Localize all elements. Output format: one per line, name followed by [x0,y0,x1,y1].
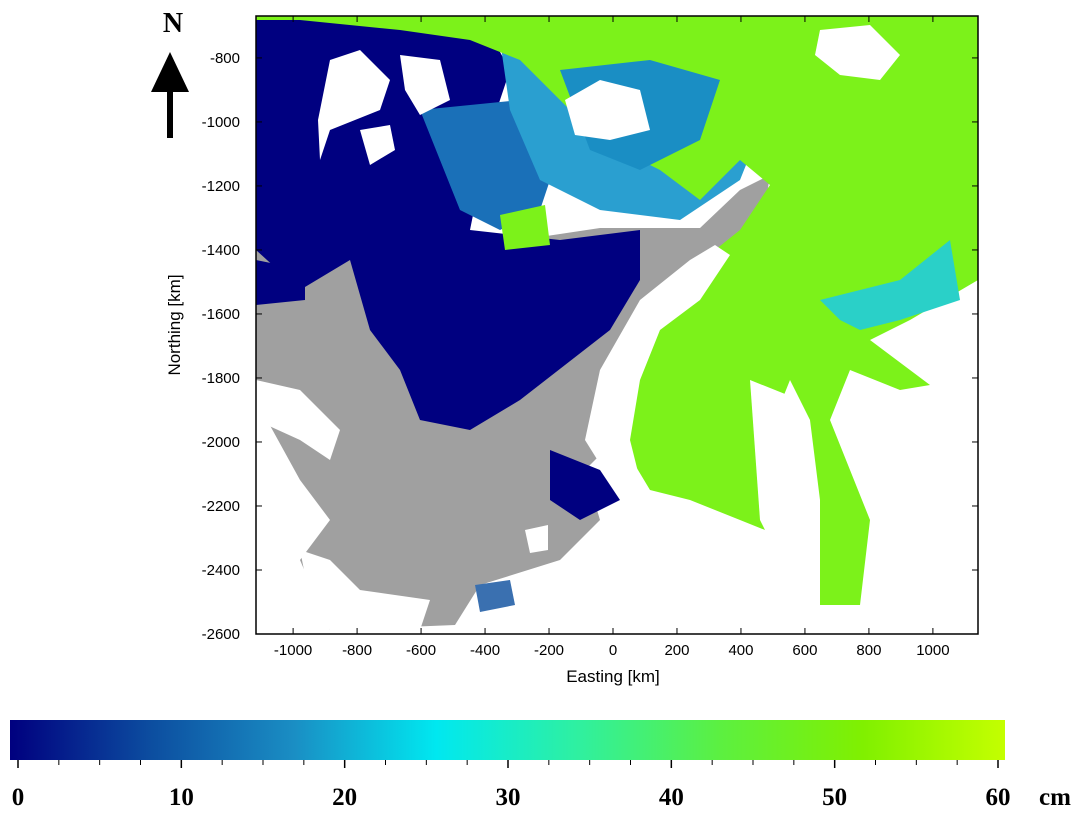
island [585,245,730,480]
map-frame [255,15,979,635]
coast [750,380,810,560]
island [400,55,450,115]
thin-ice-patch [550,450,620,520]
coast [860,520,978,634]
axes: -1000 -800 -600 -400 -200 0 200 400 600 800 1000-8… [202,16,978,659]
x-tick-label: 0 [609,642,617,659]
map-raster [256,16,978,634]
y-tick-label: -1800 [202,370,240,387]
x-tick-label: 200 [664,642,689,659]
colorbar-axis: 0 10 20 30 40 50 60 [12,760,1011,811]
x-tick-label: -200 [534,642,564,659]
thin-ice-patch [256,260,305,305]
coast [300,550,430,630]
island [815,25,900,80]
x-tick-label: 1000 [916,642,949,659]
x-tick-label: 400 [728,642,753,659]
y-tick-label: -2600 [202,626,240,643]
y-tick-label: -2000 [202,434,240,451]
island [360,125,395,165]
x-tick-label: -600 [406,642,436,659]
y-tick-label: -1400 [202,242,240,259]
colorbar [10,720,1005,760]
coast [256,380,340,460]
medium-ice-patch [475,580,515,612]
colorbar-tick-label: 0 [12,784,25,811]
y-axis-label: Northing [km] [165,274,184,375]
thick-ice-region [256,16,978,605]
colorbar-tick-label: 20 [332,784,357,811]
x-axis-label: Easting [km] [566,667,660,686]
x-tick-label: -1000 [274,642,312,659]
thick-ice-patch [500,205,550,250]
north-label: N [163,8,183,39]
colorbar-tick-label: 10 [169,784,194,811]
island [318,50,390,160]
y-tick-label: -800 [210,50,240,67]
x-tick-label: 800 [856,642,881,659]
y-tick-label: -1200 [202,178,240,195]
x-tick-label: -800 [342,642,372,659]
y-tick-label: -1000 [202,114,240,131]
y-tick-label: -1600 [202,306,240,323]
island [525,525,548,553]
north-arrow-head [151,52,189,92]
thick-ice-edge [820,240,960,330]
north-arrow [151,52,189,138]
colorbar-unit: cm [1039,784,1071,811]
colorbar-tick-label: 60 [986,784,1011,811]
x-tick-label: 600 [792,642,817,659]
colorbar-tick-label: 50 [822,784,847,811]
x-tick-label: -400 [470,642,500,659]
colorbar-tick-label: 30 [496,784,521,811]
y-tick-label: -2400 [202,562,240,579]
y-tick-label: -2200 [202,498,240,515]
island [565,80,650,140]
colorbar-tick-label: 40 [659,784,684,811]
